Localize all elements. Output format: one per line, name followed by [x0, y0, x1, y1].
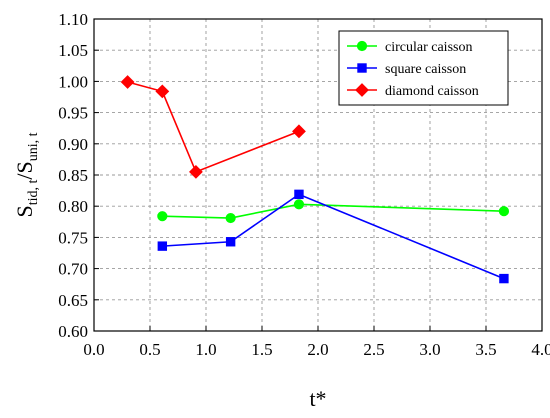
- x-tick-label: 4.0: [531, 340, 550, 359]
- x-tick-label: 3.0: [419, 340, 440, 359]
- data-point-circular-caisson: [498, 206, 510, 217]
- y-tick-label: 0.75: [58, 228, 88, 247]
- y-tick-label: 0.65: [58, 291, 88, 310]
- legend-item-circular-caisson: circular caisson: [347, 40, 472, 55]
- y-tick-label: 0.90: [58, 135, 88, 154]
- series-line-square-caisson: [162, 193, 505, 280]
- data-point-diamond-caisson: [292, 124, 306, 139]
- y-tick-label: 0.60: [58, 322, 88, 341]
- data-point-square-caisson: [294, 189, 304, 200]
- x-tick-label: 1.0: [195, 340, 216, 359]
- series-layer: [120, 75, 510, 284]
- data-point-square-caisson: [499, 273, 509, 284]
- y-tick-label: 1.05: [58, 41, 88, 60]
- series-square-caisson: [157, 189, 509, 284]
- series-diamond-caisson: [120, 75, 306, 179]
- y-tick-label: 0.85: [58, 166, 88, 185]
- x-tick-label: 2.0: [307, 340, 328, 359]
- y-tick-label: 1.00: [58, 72, 88, 91]
- y-axis-title-sub1: tid, t: [26, 180, 41, 206]
- data-point-diamond-caisson: [120, 75, 135, 89]
- data-point-diamond-caisson: [189, 164, 203, 179]
- legend-label-diamond-caisson: diamond caisson: [385, 84, 479, 99]
- x-tick-label: 1.5: [251, 340, 272, 359]
- data-point-square-caisson: [157, 241, 168, 251]
- legend-item-square-caisson: square caisson: [347, 62, 466, 77]
- series-circular-caisson: [157, 199, 510, 224]
- y-axis-title-sub2: uni, t: [26, 132, 41, 161]
- series-line-diamond-caisson: [127, 81, 300, 173]
- legend-marker-square-caisson: [357, 63, 367, 73]
- data-point-diamond-caisson: [155, 84, 170, 99]
- data-point-circular-caisson: [225, 212, 236, 224]
- legend-marker-diamond-caisson: [355, 83, 369, 97]
- y-tick-label: 0.95: [58, 104, 88, 123]
- y-tick-label: 1.10: [58, 10, 88, 29]
- data-point-circular-caisson: [293, 199, 305, 210]
- axes: 0.0 0.5 1.0 1.5 2.0 2.5 3.0 3.5 4.0 0.60 0.65 0.70 0…: [58, 10, 550, 359]
- series-line-circular-caisson: [162, 203, 504, 219]
- x-tick-label: 2.5: [363, 340, 384, 359]
- y-axis-title-main2: /S: [12, 161, 37, 179]
- y-axis-title: Stid, t/Suni, t: [12, 132, 41, 217]
- legend-marker-circular-caisson: [356, 40, 368, 52]
- data-point-square-caisson: [225, 237, 236, 247]
- x-axis-title: t*: [309, 386, 326, 411]
- x-tick-label: 0.5: [139, 340, 160, 359]
- y-tick-label: 0.80: [58, 197, 88, 216]
- x-tick-label: 0.0: [83, 340, 104, 359]
- legend-label-square-caisson: square caisson: [385, 62, 466, 77]
- legend: circular caisson square caisson diamond ca…: [338, 30, 509, 106]
- legend-label-circular-caisson: circular caisson: [385, 40, 472, 55]
- y-axis-title-main1: S: [12, 205, 37, 217]
- y-tick-label: 0.70: [58, 260, 88, 279]
- x-tick-label: 3.5: [475, 340, 496, 359]
- data-point-circular-caisson: [157, 211, 168, 222]
- legend-item-diamond-caisson: diamond caisson: [347, 83, 479, 99]
